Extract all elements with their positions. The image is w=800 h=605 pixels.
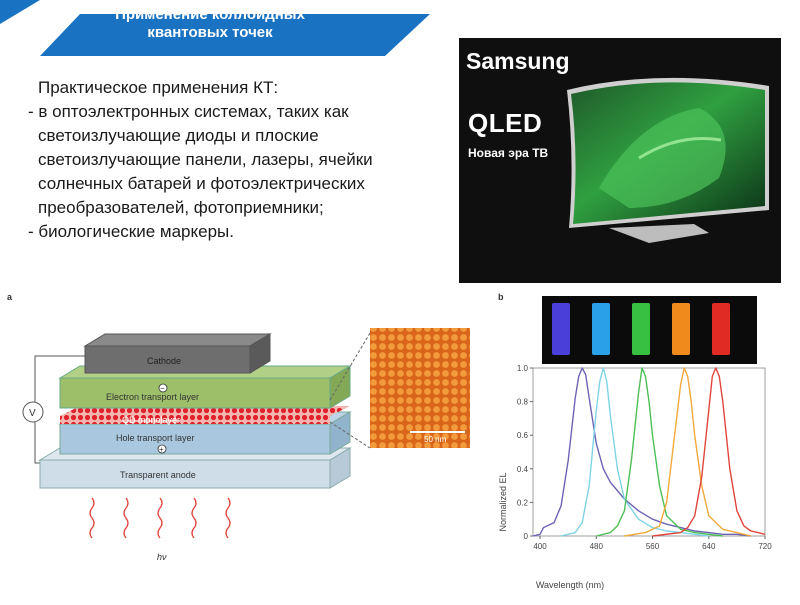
plot-area: 400 480 560 640 720 0 0.2 0.4 0.6 0.8 1.0 bbox=[517, 364, 772, 551]
text-line: - в оптоэлектронных системах, таких как bbox=[28, 102, 349, 121]
x-tick-label: 720 bbox=[758, 542, 772, 551]
voltmeter-icon bbox=[22, 401, 44, 423]
text-line: - биологические маркеры. bbox=[28, 222, 234, 241]
leaf-vein bbox=[638, 136, 722, 160]
scale-bar bbox=[410, 431, 465, 433]
leaf-fin bbox=[599, 108, 726, 208]
text-line: преобразователей, фотоприемники; bbox=[38, 198, 324, 217]
spectrum-line bbox=[652, 367, 766, 537]
x-tick-label: 400 bbox=[533, 542, 547, 551]
color-swatch bbox=[672, 303, 690, 355]
text-line: светоизлучающие диоды и плоские bbox=[38, 126, 319, 145]
qd-led-schematic: a V Transparent anode Hole transport lay… bbox=[0, 288, 485, 600]
qd-monolayer bbox=[60, 416, 330, 424]
tv-product: QLED bbox=[468, 108, 543, 138]
tv-image bbox=[567, 77, 769, 243]
panel-a-label: a bbox=[7, 292, 13, 302]
y-tick-label: 0 bbox=[524, 532, 529, 541]
slide-title: Применение коллоидных квантовых точек bbox=[115, 6, 305, 41]
x-tick-label: 480 bbox=[590, 542, 604, 551]
electron-icon bbox=[158, 383, 168, 393]
text-line: Практическое применения КТ: bbox=[38, 78, 279, 97]
color-swatch bbox=[712, 303, 730, 355]
light-wave bbox=[157, 497, 163, 539]
etl-label: Electron transport layer bbox=[106, 392, 199, 402]
el-spectra-chart: b 400 480 560 640 720 0 0.2 0.4 0.6 0.8 1.0 Wavele… bbox=[498, 292, 772, 590]
spectrum-line bbox=[532, 367, 751, 537]
applications-text: Практическое применения КТ: - в оптоэлек… bbox=[28, 76, 438, 244]
schematic-svg: a V Transparent anode Hole transport lay… bbox=[7, 292, 470, 562]
banner-stripe bbox=[40, 14, 430, 56]
text-line: солнечных батарей и фотоэлектрических bbox=[38, 174, 365, 193]
cathode-side bbox=[249, 333, 271, 374]
cathode-top bbox=[83, 333, 272, 347]
spectrum-line bbox=[560, 367, 709, 537]
banner-shape bbox=[0, 0, 430, 56]
y-tick-label: 1.0 bbox=[517, 364, 529, 373]
htl-label: Hole transport layer bbox=[116, 433, 195, 443]
hole-icon bbox=[157, 444, 167, 454]
light-wave bbox=[89, 497, 95, 539]
y-tick-label: 0.4 bbox=[517, 465, 529, 474]
light-wave bbox=[123, 497, 129, 539]
hole-symbol: + bbox=[159, 445, 164, 454]
light-wave bbox=[225, 497, 231, 539]
spectrum-line bbox=[596, 367, 723, 537]
tv-tagline: Новая эра ТВ bbox=[468, 146, 549, 160]
text-line: светоизлучающие панели, лазеры, ячейки bbox=[38, 150, 373, 169]
anode-label: Transparent anode bbox=[120, 470, 196, 480]
color-swatches bbox=[552, 303, 730, 355]
panel-b-label: b bbox=[498, 292, 504, 302]
y-tick-label: 0.6 bbox=[517, 431, 529, 440]
anode-side bbox=[329, 447, 351, 489]
photon-label: hν bbox=[157, 552, 167, 562]
qled-tv-advert: Samsung QLED Новая эра ТВ bbox=[459, 38, 781, 283]
afm-image bbox=[370, 328, 470, 448]
light-wave bbox=[191, 497, 197, 539]
plot-frame bbox=[532, 367, 766, 537]
tv-stand bbox=[609, 224, 709, 243]
voltmeter-label: V bbox=[29, 408, 36, 419]
htl-front bbox=[59, 423, 331, 455]
y-tick-label: 0.2 bbox=[517, 498, 529, 507]
electron-symbol: − bbox=[160, 384, 165, 393]
htl-side bbox=[329, 411, 351, 455]
zoom-lines bbox=[329, 332, 371, 449]
x-tick-label: 640 bbox=[702, 542, 716, 551]
color-swatch bbox=[552, 303, 570, 355]
y-axis-label: Normalized EL bbox=[498, 472, 508, 531]
color-swatch bbox=[632, 303, 650, 355]
qd-label: QD monolayer bbox=[122, 415, 180, 425]
spectrum-line bbox=[624, 367, 752, 537]
color-swatch bbox=[592, 303, 610, 355]
banner-corner-left bbox=[0, 0, 40, 24]
y-tick-label: 0.8 bbox=[517, 398, 529, 407]
tv-brand: Samsung bbox=[466, 48, 570, 74]
x-axis-label: Wavelength (nm) bbox=[536, 580, 604, 590]
el-spectra-figure: b 400 480 560 640 720 0 0.2 0.4 0.6 0.8 1.0 Wavele… bbox=[490, 288, 800, 600]
etl-side bbox=[329, 365, 351, 409]
emitted-light bbox=[89, 497, 231, 539]
cathode-label: Cathode bbox=[147, 356, 181, 366]
scale-bar-label: 50 nm bbox=[424, 435, 447, 444]
title-banner: Применение коллоидных квантовых точек bbox=[0, 0, 430, 60]
x-tick-label: 560 bbox=[646, 542, 660, 551]
